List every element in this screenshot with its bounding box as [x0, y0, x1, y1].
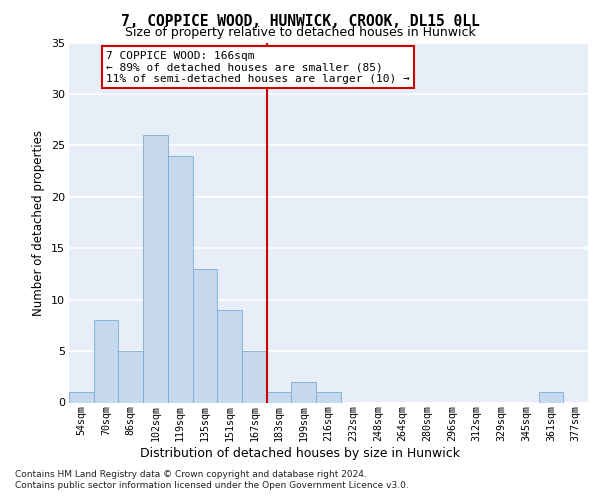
Bar — [94, 320, 118, 402]
Bar — [143, 135, 168, 402]
Bar — [242, 351, 267, 403]
Text: Contains public sector information licensed under the Open Government Licence v3: Contains public sector information licen… — [15, 481, 409, 490]
Text: Contains HM Land Registry data © Crown copyright and database right 2024.: Contains HM Land Registry data © Crown c… — [15, 470, 367, 479]
Bar — [267, 392, 292, 402]
Text: 7, COPPICE WOOD, HUNWICK, CROOK, DL15 0LL: 7, COPPICE WOOD, HUNWICK, CROOK, DL15 0L… — [121, 14, 479, 29]
Bar — [292, 382, 316, 402]
Bar — [168, 156, 193, 402]
Y-axis label: Number of detached properties: Number of detached properties — [32, 130, 45, 316]
Bar — [539, 392, 563, 402]
Bar — [69, 392, 94, 402]
Bar — [316, 392, 341, 402]
Text: Size of property relative to detached houses in Hunwick: Size of property relative to detached ho… — [125, 26, 475, 39]
Bar — [193, 269, 217, 402]
Bar — [118, 351, 143, 403]
Bar — [217, 310, 242, 402]
Text: Distribution of detached houses by size in Hunwick: Distribution of detached houses by size … — [140, 448, 460, 460]
Text: 7 COPPICE WOOD: 166sqm
← 89% of detached houses are smaller (85)
11% of semi-det: 7 COPPICE WOOD: 166sqm ← 89% of detached… — [106, 50, 410, 84]
